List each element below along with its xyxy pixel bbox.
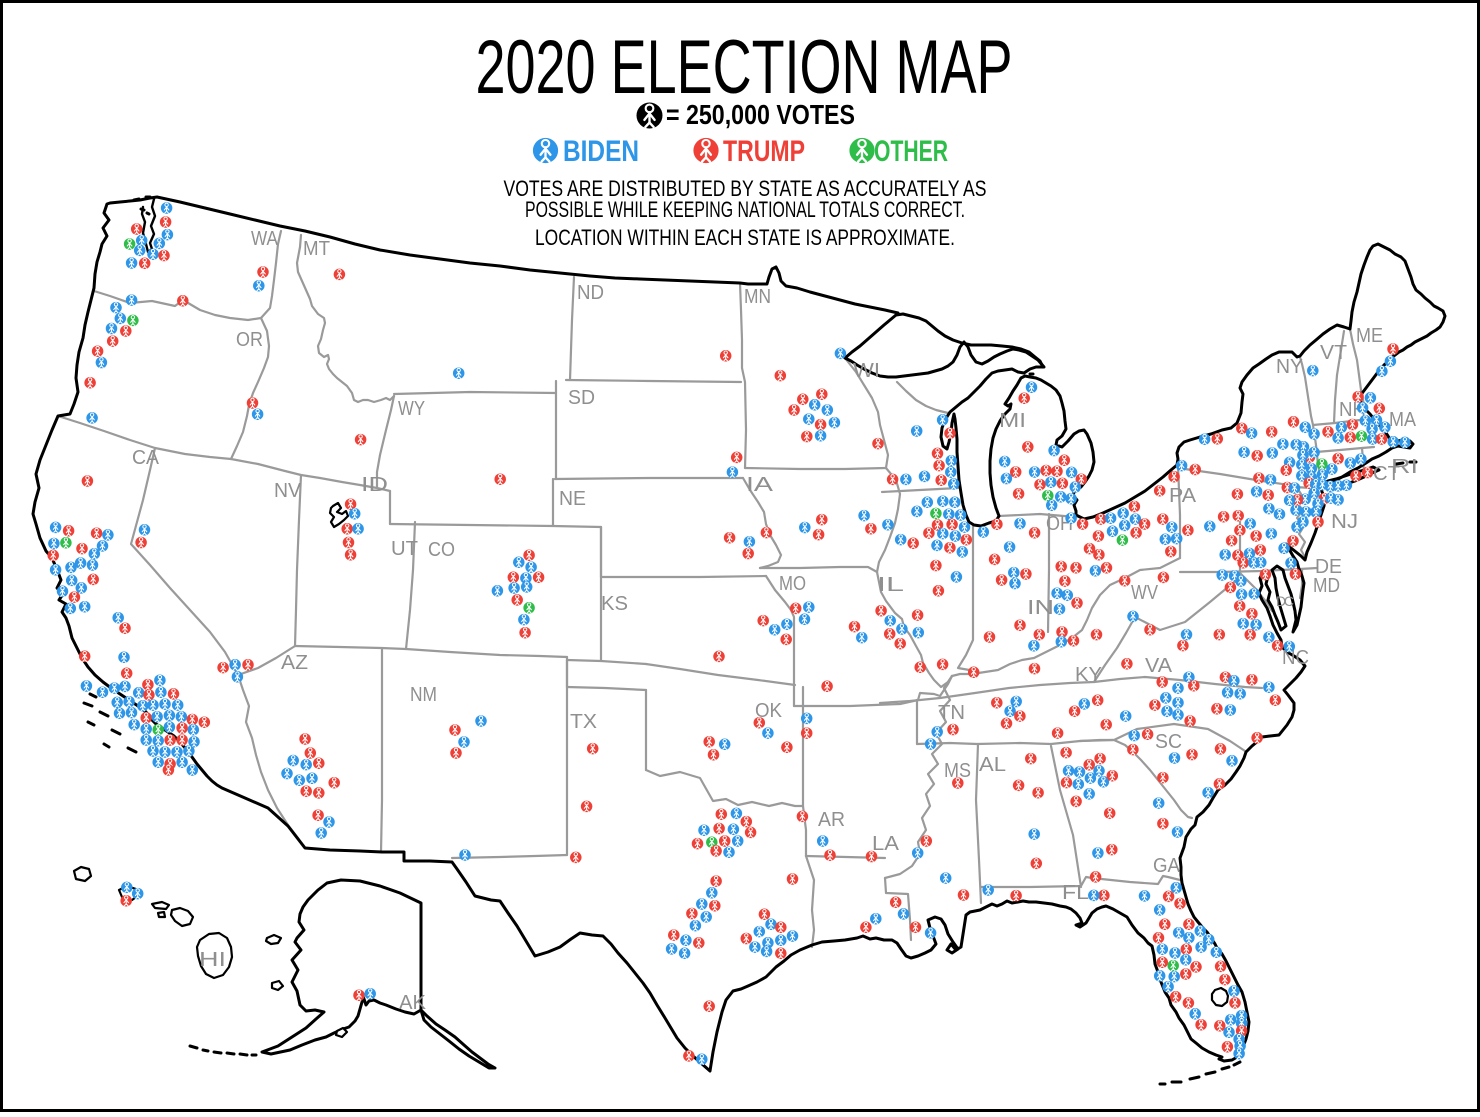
svg-text:MD: MD: [1313, 574, 1340, 597]
svg-text:SC: SC: [1155, 730, 1182, 753]
svg-text:WA: WA: [251, 227, 278, 250]
svg-text:MS: MS: [944, 759, 971, 782]
svg-text:FL: FL: [1062, 881, 1089, 904]
svg-text:NE: NE: [559, 487, 586, 510]
svg-text:GA: GA: [1153, 854, 1180, 877]
svg-text:IL: IL: [877, 573, 904, 596]
svg-text:CT: CT: [1373, 462, 1400, 485]
svg-text:IA: IA: [746, 473, 773, 496]
svg-text:AK: AK: [399, 991, 426, 1014]
svg-text:OK: OK: [755, 699, 782, 722]
svg-text:NM: NM: [410, 683, 437, 706]
svg-text:CO: CO: [428, 538, 455, 561]
svg-text:= 250,000 VOTES: = 250,000 VOTES: [666, 99, 855, 130]
svg-text:IN: IN: [1027, 596, 1054, 619]
svg-text:KY: KY: [1075, 663, 1102, 686]
svg-text:WI: WI: [853, 359, 880, 382]
svg-text:DE: DE: [1315, 555, 1342, 578]
svg-text:ID: ID: [361, 473, 388, 496]
svg-text:TX: TX: [570, 710, 597, 733]
svg-text:TRUMP: TRUMP: [723, 135, 805, 168]
svg-text:BIDEN: BIDEN: [563, 135, 639, 168]
svg-text:AL: AL: [979, 753, 1006, 776]
svg-text:NY: NY: [1276, 355, 1303, 378]
svg-text:ND: ND: [577, 281, 604, 304]
svg-text:POSSIBLE WHILE KEEPING NATIONA: POSSIBLE WHILE KEEPING NATIONAL TOTALS C…: [525, 197, 965, 222]
svg-text:WY: WY: [398, 397, 425, 420]
svg-text:HI: HI: [199, 948, 226, 971]
svg-text:LOCATION WITHIN EACH STATE IS: LOCATION WITHIN EACH STATE IS APPROXIMAT…: [535, 225, 955, 250]
svg-text:AZ: AZ: [281, 651, 308, 674]
svg-text:OTHER: OTHER: [874, 135, 948, 168]
svg-text:2020 ELECTION MAP: 2020 ELECTION MAP: [476, 25, 1013, 110]
svg-text:VT: VT: [1320, 341, 1347, 364]
svg-text:SD: SD: [568, 386, 595, 409]
svg-text:MA: MA: [1389, 408, 1416, 431]
svg-text:LA: LA: [872, 832, 899, 855]
svg-text:OR: OR: [236, 328, 263, 351]
svg-text:MO: MO: [779, 572, 806, 595]
svg-text:CA: CA: [132, 446, 159, 469]
svg-text:PA: PA: [1169, 484, 1196, 507]
svg-text:UT: UT: [391, 537, 418, 560]
svg-text:MI: MI: [999, 409, 1026, 432]
svg-text:NV: NV: [274, 479, 301, 502]
svg-text:MT: MT: [303, 237, 330, 260]
svg-text:VOTES ARE DISTRIBUTED BY STATE: VOTES ARE DISTRIBUTED BY STATE AS ACCURA…: [504, 176, 987, 201]
svg-text:AR: AR: [818, 808, 845, 831]
svg-text:TN: TN: [938, 701, 965, 724]
svg-text:ME: ME: [1356, 324, 1383, 347]
svg-text:MN: MN: [744, 285, 771, 308]
svg-text:RI: RI: [1391, 455, 1418, 478]
svg-text:VA: VA: [1145, 654, 1172, 677]
svg-text:WV: WV: [1131, 581, 1158, 604]
svg-text:KS: KS: [601, 592, 628, 615]
svg-text:DC: DC: [1276, 593, 1294, 609]
svg-text:NJ: NJ: [1331, 510, 1358, 533]
